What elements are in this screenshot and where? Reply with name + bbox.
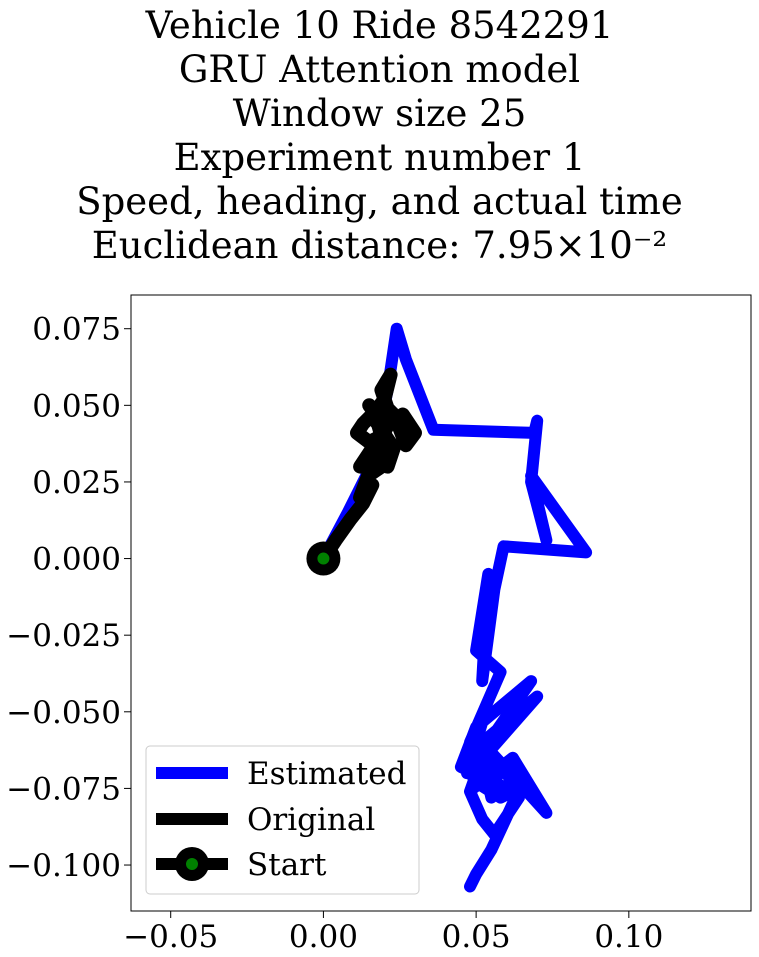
legend: Estimated Original Start [145,745,420,895]
y-tick-label: 0.000 [32,542,121,578]
series-line-original [316,367,422,566]
legend-box [145,745,420,895]
title-line-2: GRU Attention model [178,48,581,91]
title-line-5: Speed, heading, and actual time [76,180,683,223]
x-axis: −0.05 0.00 0.05 0.10 [123,911,663,955]
legend-label-original: Original [247,802,375,838]
y-tick-label: −0.050 [6,695,121,731]
series-line-estimated [317,322,593,893]
title-line-6: Euclidean distance: 7.95×10⁻² [91,224,668,267]
series-layer [316,322,593,893]
x-tick-label: 0.05 [442,919,511,955]
legend-label-estimated: Estimated [247,756,406,792]
y-tick-label: 0.075 [32,312,121,348]
start-layer [306,541,341,576]
title-line-3: Window size 25 [232,92,527,135]
y-tick-label: −0.100 [6,848,121,884]
start-marker-inner [317,552,330,565]
y-tick-label: 0.025 [32,465,121,501]
title-line-4: Experiment number 1 [173,136,586,179]
y-tick-label: −0.075 [6,771,121,807]
x-tick-label: 0.10 [594,919,663,955]
y-axis: 0.075 0.050 0.025 0.000 −0.025 −0.050 −0.075 −0… [6,312,131,884]
y-tick-label: −0.025 [6,618,121,654]
x-tick-label: 0.00 [289,919,358,955]
title-line-1: Vehicle 10 Ride 8542291 [145,4,614,47]
chart-title: Vehicle 10 Ride 8542291 GRU Attention mo… [0,4,759,268]
x-tick-label: −0.05 [123,919,218,955]
legend-start-marker-inner [186,858,198,870]
legend-label-start: Start [247,847,327,883]
y-tick-label: 0.050 [32,388,121,424]
